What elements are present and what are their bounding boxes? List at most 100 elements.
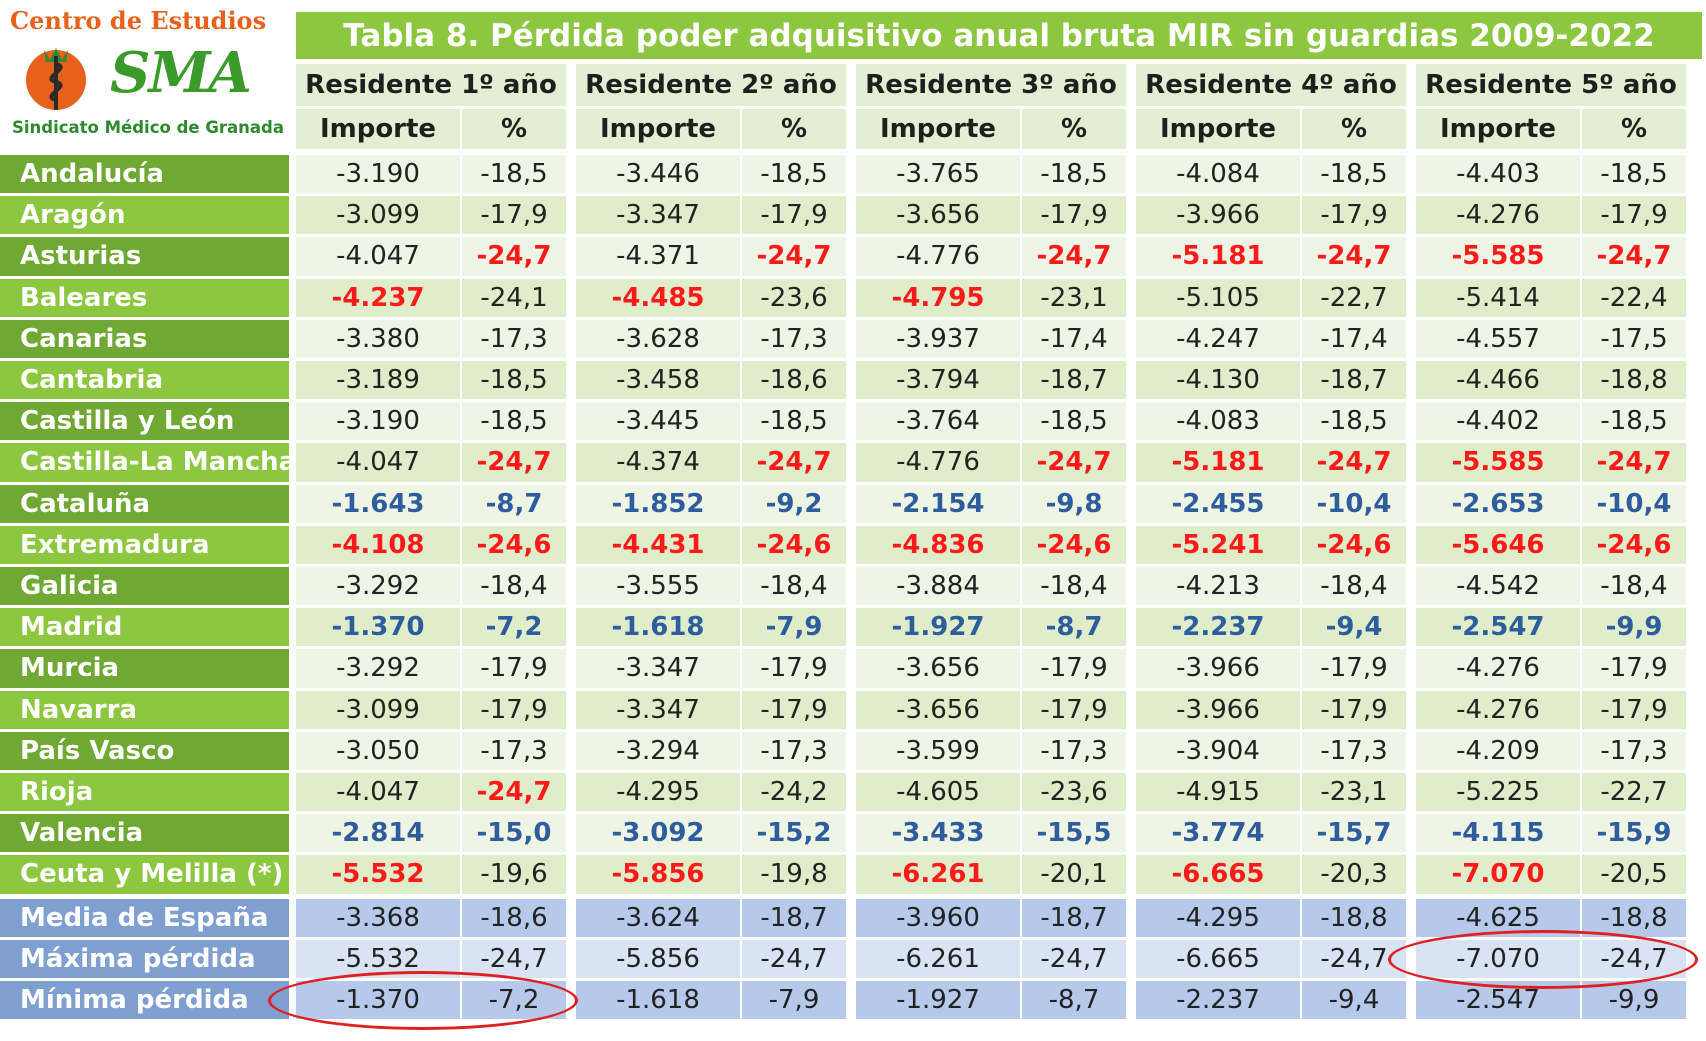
importe-cell: -5.225 [1416, 773, 1580, 812]
importe-cell: -3.347 [576, 649, 740, 688]
region-label: Madrid [0, 608, 289, 647]
percent-cell: -17,9 [742, 649, 846, 688]
percent-cell: -24,1 [462, 278, 566, 317]
importe-cell: -5.856 [576, 939, 740, 978]
summary-label: Máxima pérdida [0, 939, 289, 978]
importe-cell: -4.247 [1136, 319, 1300, 358]
importe-cell: -4.836 [856, 525, 1020, 564]
percent-cell: -22,7 [1302, 278, 1406, 317]
importe-cell: -3.628 [576, 319, 740, 358]
importe-cell: -5.241 [1136, 525, 1300, 564]
importe-cell: -1.927 [856, 608, 1020, 647]
importe-cell: -4.466 [1416, 361, 1580, 400]
percent-cell: -24,7 [1582, 237, 1686, 276]
importe-cell: -3.446 [576, 155, 740, 194]
percent-cell: -24,6 [462, 525, 566, 564]
percent-cell: -17,3 [462, 319, 566, 358]
percent-cell: -18,4 [1582, 567, 1686, 606]
importe-cell: -3.433 [856, 814, 1020, 853]
percent-cell: -17,9 [1302, 196, 1406, 235]
importe-cell: -4.431 [576, 525, 740, 564]
column-header: Residente 2º año [576, 64, 846, 106]
percent-cell: -24,2 [742, 773, 846, 812]
percent-cell: -18,5 [1582, 155, 1686, 194]
percent-cell: -17,3 [742, 319, 846, 358]
importe-cell: -4.084 [1136, 155, 1300, 194]
percent-cell: -15,0 [462, 814, 566, 853]
percent-cell: -24,7 [1302, 237, 1406, 276]
subcolumn-percent: % [742, 109, 846, 149]
percent-cell: -18,4 [462, 567, 566, 606]
region-label: Murcia [0, 649, 289, 688]
percent-cell: -17,9 [462, 649, 566, 688]
importe-cell: -2.237 [1136, 981, 1300, 1020]
percent-cell: -18,5 [462, 155, 566, 194]
percent-cell: -24,7 [462, 939, 566, 978]
importe-cell: -7.070 [1416, 855, 1580, 894]
importe-cell: -1.618 [576, 981, 740, 1020]
importe-cell: -4.276 [1416, 690, 1580, 729]
importe-cell: -3.445 [576, 402, 740, 441]
region-label: Asturias [0, 237, 289, 276]
importe-cell: -4.795 [856, 278, 1020, 317]
importe-cell: -4.047 [296, 443, 460, 482]
percent-cell: -17,3 [1582, 731, 1686, 770]
importe-cell: -3.966 [1136, 690, 1300, 729]
percent-cell: -17,9 [1022, 690, 1126, 729]
importe-cell: -3.966 [1136, 196, 1300, 235]
importe-cell: -4.542 [1416, 567, 1580, 606]
importe-cell: -6.665 [1136, 939, 1300, 978]
region-label: Cataluña [0, 484, 289, 523]
importe-cell: -2.455 [1136, 484, 1300, 523]
percent-cell: -18,7 [742, 898, 846, 937]
importe-cell: -4.557 [1416, 319, 1580, 358]
region-label: País Vasco [0, 731, 289, 770]
importe-cell: -5.585 [1416, 443, 1580, 482]
percent-cell: -18,4 [1302, 567, 1406, 606]
pomegranate-icon [26, 48, 86, 110]
percent-cell: -9,4 [1302, 608, 1406, 647]
percent-cell: -24,6 [1302, 525, 1406, 564]
importe-cell: -3.458 [576, 361, 740, 400]
subcolumn-percent: % [462, 109, 566, 149]
importe-cell: -3.937 [856, 319, 1020, 358]
importe-cell: -3.190 [296, 155, 460, 194]
percent-cell: -17,9 [1582, 196, 1686, 235]
percent-cell: -23,1 [1302, 773, 1406, 812]
percent-cell: -7,9 [742, 981, 846, 1020]
percent-cell: -18,5 [742, 402, 846, 441]
percent-cell: -18,8 [1582, 361, 1686, 400]
logo-bottom-text: Sindicato Médico de Granada [12, 118, 284, 137]
subcolumn-percent: % [1582, 109, 1686, 149]
importe-cell: -4.237 [296, 278, 460, 317]
importe-cell: -3.884 [856, 567, 1020, 606]
percent-cell: -20,3 [1302, 855, 1406, 894]
percent-cell: -15,2 [742, 814, 846, 853]
importe-cell: -4.402 [1416, 402, 1580, 441]
importe-cell: -4.209 [1416, 731, 1580, 770]
percent-cell: -24,7 [742, 237, 846, 276]
percent-cell: -24,7 [1582, 443, 1686, 482]
percent-cell: -17,9 [742, 690, 846, 729]
percent-cell: -10,4 [1302, 484, 1406, 523]
importe-cell: -3.656 [856, 196, 1020, 235]
percent-cell: -24,7 [462, 773, 566, 812]
percent-cell: -18,5 [1022, 402, 1126, 441]
importe-cell: -1.852 [576, 484, 740, 523]
percent-cell: -18,4 [1022, 567, 1126, 606]
importe-cell: -5.181 [1136, 443, 1300, 482]
importe-cell: -4.276 [1416, 649, 1580, 688]
importe-cell: -3.380 [296, 319, 460, 358]
percent-cell: -24,6 [742, 525, 846, 564]
percent-cell: -17,3 [1302, 731, 1406, 770]
importe-cell: -3.624 [576, 898, 740, 937]
subcolumn-importe: Importe [1136, 109, 1300, 149]
subcolumn-percent: % [1302, 109, 1406, 149]
importe-cell: -3.656 [856, 649, 1020, 688]
importe-cell: -5.414 [1416, 278, 1580, 317]
importe-cell: -1.618 [576, 608, 740, 647]
importe-cell: -4.115 [1416, 814, 1580, 853]
percent-cell: -18,5 [1302, 402, 1406, 441]
importe-cell: -4.130 [1136, 361, 1300, 400]
subcolumn-importe: Importe [1416, 109, 1580, 149]
